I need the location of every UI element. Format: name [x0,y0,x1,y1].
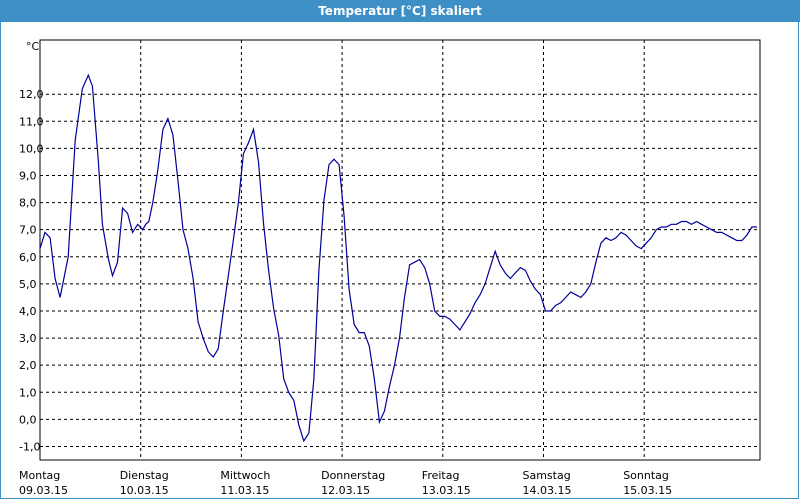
y-axis-label: °C [26,40,40,53]
x-tick-day: Sonntag [623,469,669,482]
y-tick-label: 1,0 [19,386,37,399]
x-tick-date: 10.03.15 [120,484,169,497]
x-tick-labels: Montag 09.03.15 Dienstag 10.03.15 Mittwoch 11… [19,469,672,497]
temperature-line [39,73,757,443]
x-tick-date: 09.03.15 [19,484,68,497]
x-tick-day: Montag [19,469,60,482]
y-tick-label: 12,0 [19,88,44,101]
x-tick-day: Dienstag [120,469,169,482]
x-tick-date: 11.03.15 [220,484,269,497]
y-tick-label: 7,0 [19,224,37,237]
plot-area-border [39,39,761,461]
y-tick-label: 10,0 [19,142,44,155]
x-tick-date: 13.03.15 [422,484,471,497]
x-tick-date: 12.03.15 [321,484,370,497]
y-tick-labels: -1,0 0,0 1,0 2,0 3,0 4,0 5,0 6,0 7,0 8,0 9,0 10,0 11… [19,88,44,453]
y-tick-label: 4,0 [19,305,37,318]
y-tick-label: 9,0 [19,169,37,182]
grid-lines [40,40,760,460]
y-tick-label: 2,0 [19,359,37,372]
y-tick-label: 0,0 [19,413,37,426]
x-tick-day: Samstag [522,469,570,482]
x-tick-date: 14.03.15 [522,484,571,497]
x-tick-date: 15.03.15 [623,484,672,497]
y-tick-label: 8,0 [19,197,37,210]
window-frame [0,22,799,499]
y-tick-label: 6,0 [19,251,37,264]
x-tick-day: Freitag [422,469,460,482]
x-tick-day: Donnerstag [321,469,385,482]
chart-title: Temperatur [°C] skaliert [0,0,800,22]
y-tick-label: 5,0 [19,278,37,291]
y-tick-label: 3,0 [19,332,37,345]
y-tick-label: 11,0 [19,115,44,128]
y-tick-label: -1,0 [19,440,40,453]
x-tick-day: Mittwoch [220,469,270,482]
